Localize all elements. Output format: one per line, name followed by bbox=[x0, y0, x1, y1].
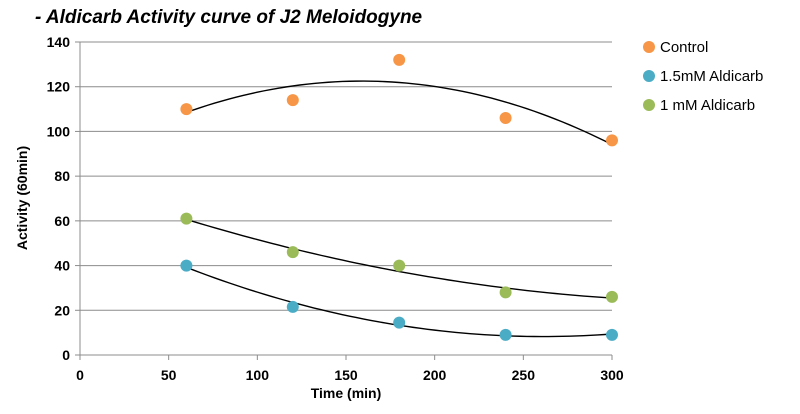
gridlines bbox=[80, 41, 612, 311]
data-point-control bbox=[393, 53, 406, 66]
data-point-1-mm-aldicarb bbox=[180, 212, 193, 225]
data-point-1-mm-aldicarb bbox=[286, 246, 299, 259]
tick-labels: 0 20 40 60 80 100 120 140 0 50 100 150 200 250 300 bbox=[47, 34, 624, 383]
data-points bbox=[180, 53, 618, 341]
legend-label-control: Control bbox=[660, 39, 708, 56]
data-point-control bbox=[499, 112, 512, 125]
x-tick-label: 0 bbox=[76, 367, 84, 383]
data-point-1-5mm-aldicarb bbox=[180, 259, 193, 272]
data-point-1-mm-aldicarb bbox=[606, 290, 618, 303]
legend-marker-1-mm-aldicarb bbox=[643, 99, 655, 111]
trendlines bbox=[186, 80, 613, 338]
y-tick-label: 40 bbox=[54, 258, 70, 274]
data-point-1-5mm-aldicarb bbox=[606, 328, 618, 341]
data-point-control bbox=[286, 94, 299, 107]
chart-title: - Aldicarb Activity curve of J2 Meloidog… bbox=[35, 7, 423, 28]
y-tick-label: 80 bbox=[54, 168, 70, 184]
x-tick-label: 250 bbox=[512, 367, 536, 383]
legend-label-1-mm-aldicarb: 1 mM Aldicarb bbox=[660, 97, 755, 114]
x-tick-label: 300 bbox=[600, 367, 624, 383]
data-point-1-5mm-aldicarb bbox=[499, 328, 512, 341]
y-tick-label: 20 bbox=[54, 302, 70, 318]
legend-marker-1-5mm-aldicarb bbox=[643, 70, 655, 82]
y-tick-label: 140 bbox=[47, 34, 71, 50]
x-tick-label: 100 bbox=[246, 367, 270, 383]
y-tick-label: 60 bbox=[54, 213, 70, 229]
data-point-1-mm-aldicarb bbox=[393, 259, 406, 272]
axes bbox=[75, 41, 613, 360]
legend-marker-control bbox=[643, 41, 655, 53]
trendline-control bbox=[186, 80, 613, 146]
data-point-control bbox=[180, 103, 193, 116]
data-point-control bbox=[606, 134, 618, 147]
y-axis-title: Activity (60min) bbox=[14, 146, 30, 250]
x-axis-title: Time (min) bbox=[311, 385, 382, 401]
x-tick-label: 150 bbox=[334, 367, 358, 383]
legend-label-1-5mm-aldicarb: 1.5mM Aldicarb bbox=[660, 68, 763, 85]
data-point-1-mm-aldicarb bbox=[499, 286, 512, 299]
y-tick-label: 120 bbox=[47, 79, 71, 95]
trendline-1-mm-aldicarb bbox=[186, 218, 613, 299]
x-tick-label: 200 bbox=[423, 367, 447, 383]
data-point-1-5mm-aldicarb bbox=[286, 300, 299, 313]
y-tick-label: 0 bbox=[62, 347, 70, 363]
data-point-1-5mm-aldicarb bbox=[393, 316, 406, 329]
x-tick-label: 50 bbox=[161, 367, 177, 383]
y-tick-label: 100 bbox=[47, 123, 71, 139]
legend: Control 1.5mM Aldicarb 1 mM Aldicarb bbox=[643, 39, 763, 114]
